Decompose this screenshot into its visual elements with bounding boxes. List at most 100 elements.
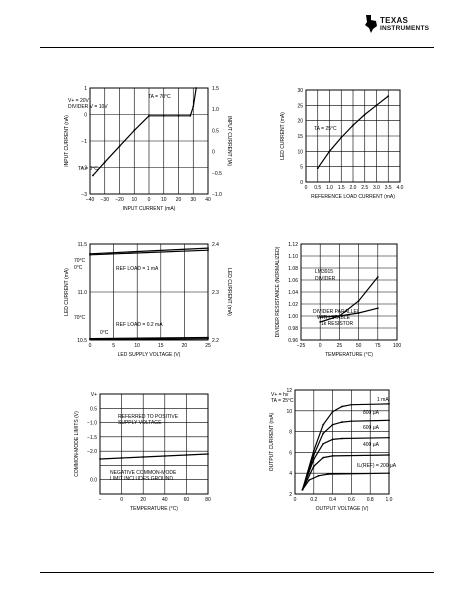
texas-map-icon	[365, 15, 377, 33]
y-tick-label: 11.0	[78, 290, 88, 296]
annotation: LIMIT INCLUDES GROUND	[110, 476, 173, 482]
data-point	[133, 129, 136, 132]
y-right-tick-label: 0	[212, 150, 215, 156]
y-tick-label: V+	[91, 392, 97, 398]
annotation: REF LOAD = 1 mA	[116, 266, 159, 272]
data-point	[192, 105, 195, 108]
data-point	[89, 338, 91, 341]
data-point	[207, 337, 209, 340]
data-point	[195, 87, 198, 89]
x-tick-label: 0	[89, 343, 92, 349]
data-point	[331, 438, 334, 441]
y-right-tick-label: 1.0	[212, 107, 219, 113]
x-axis-label: INPUT CURRENT (mA)	[123, 206, 176, 212]
data-point	[322, 442, 325, 445]
chart-divider-resistance: −25 0 25 50 75 100 1.12 1.10 1.08 1.06 1.04 1.02 1.0…	[275, 242, 402, 358]
y-tick-label: −1.0	[87, 421, 97, 427]
annotation: TA = 0°C	[78, 166, 98, 172]
x-tick-label: 40	[162, 497, 168, 503]
x-tick-label: 3.5	[385, 185, 392, 191]
plot-frame	[294, 389, 390, 495]
annotation: WITH STABLE	[317, 315, 351, 321]
y-tick-label: 5	[300, 165, 303, 171]
x-tick-label: 100	[393, 343, 402, 349]
chart-led-current-vs-ref-load: 0 0.5 1.0 1.5 2.0 2.5 3.0 3.5 4.0302520151050REF…	[280, 88, 404, 200]
y-tick-label: 2	[289, 492, 292, 498]
x-axis-label: OUTPUT VOLTAGE (V)	[316, 506, 369, 512]
y-axis-label: OUTPUT CURRENT (mA)	[269, 412, 275, 471]
annotation: V+ = 20V	[68, 98, 90, 104]
data-point	[331, 454, 334, 457]
data-point	[340, 136, 343, 139]
header-rule	[40, 47, 434, 48]
y-tick-label: 1.06	[288, 278, 298, 284]
data-point	[177, 114, 180, 117]
y-tick-label: 0	[300, 180, 303, 186]
y-right-tick-label: 2.4	[212, 242, 219, 248]
x-tick-label: 10	[134, 343, 140, 349]
x-tick-label: 5	[112, 343, 115, 349]
data-point	[328, 150, 331, 153]
x-tick-label: 1.0	[386, 497, 393, 503]
x-tick-label: −20	[115, 197, 124, 203]
x-axis-label: TEMPERATURE (°C)	[130, 506, 178, 512]
chart-output-current: 0 0.2 0.4 0.6 0.8 1.0 12 10 8 6 4 2 OUTPUT VOLTAGE (…	[269, 388, 397, 512]
series-line	[301, 437, 390, 490]
y-tick-label: 1.02	[288, 302, 298, 308]
x-tick-label: 3.0	[373, 185, 380, 191]
annotation: NEGATIVE COMMON-MODE	[110, 470, 177, 476]
data-point	[350, 420, 353, 423]
y-tick-label: 0.5	[90, 406, 97, 412]
y-tick-label: 10.5	[77, 338, 87, 344]
data-point	[331, 423, 334, 426]
y-right-axis-label: LED CURRENT (mA)	[226, 268, 232, 316]
annotation: REFERRED TO POSITIVE	[118, 414, 179, 420]
x-tick-label: 25	[337, 343, 343, 349]
x-tick-label: 20	[140, 497, 146, 503]
x-tick-label: −	[99, 497, 102, 503]
data-point	[308, 479, 310, 482]
x-tick-label: 30	[190, 197, 196, 203]
x-tick-label: 0.6	[348, 497, 355, 503]
series-line	[89, 336, 209, 340]
x-tick-label: 15	[158, 343, 164, 349]
annotation: 0°C	[100, 330, 109, 336]
y-tick-label: 6	[289, 450, 292, 456]
data-point	[301, 488, 304, 491]
series-line	[99, 453, 209, 460]
y-right-tick-label: 0.5	[212, 128, 219, 134]
x-tick-label: 2.0	[350, 185, 357, 191]
series-line	[320, 276, 379, 323]
data-point	[388, 436, 390, 439]
series-line	[89, 249, 209, 256]
annotation: 600 μA	[363, 425, 380, 431]
x-tick-label: 10	[161, 197, 167, 203]
y-tick-label: 0.0	[90, 478, 97, 484]
y-tick-label: 25	[297, 103, 303, 109]
series-line	[301, 454, 390, 490]
data-point	[388, 454, 390, 456]
data-point	[322, 456, 325, 459]
y-right-tick-label: 2.3	[212, 290, 219, 296]
annotation: REF LOAD = 0.2 mA	[116, 322, 163, 328]
x-tick-label: 0	[148, 197, 151, 203]
x-tick-label: 25	[205, 343, 211, 349]
y-tick-label: 0	[84, 113, 87, 119]
logo-line1: TEXAS	[380, 16, 409, 25]
y-right-tick-label: 2.2	[212, 338, 219, 344]
data-point	[312, 454, 315, 456]
y-tick-label: 4	[289, 471, 292, 477]
series-line	[320, 307, 378, 318]
y-right-tick-label: −0.5	[212, 171, 222, 177]
x-tick-label: 20	[182, 343, 188, 349]
data-point	[312, 458, 315, 461]
chart-input-current: −40 −30 −20 10 0 10 20 30 4010−1−2−31.51.00.50−0…	[64, 86, 232, 212]
annotation: SUPPLY VOLTAGE	[118, 420, 162, 426]
x-tick-label: 80	[205, 497, 211, 503]
y-tick-label: −1.5	[87, 435, 97, 441]
annotation: DIVIDER V = 10V	[68, 104, 108, 110]
company-logo: TEXAS INSTRUMENTS	[364, 14, 444, 36]
annotation: TA = 70°C	[148, 94, 171, 100]
x-tick-label: 20	[176, 197, 182, 203]
x-tick-label: 0	[294, 497, 297, 503]
